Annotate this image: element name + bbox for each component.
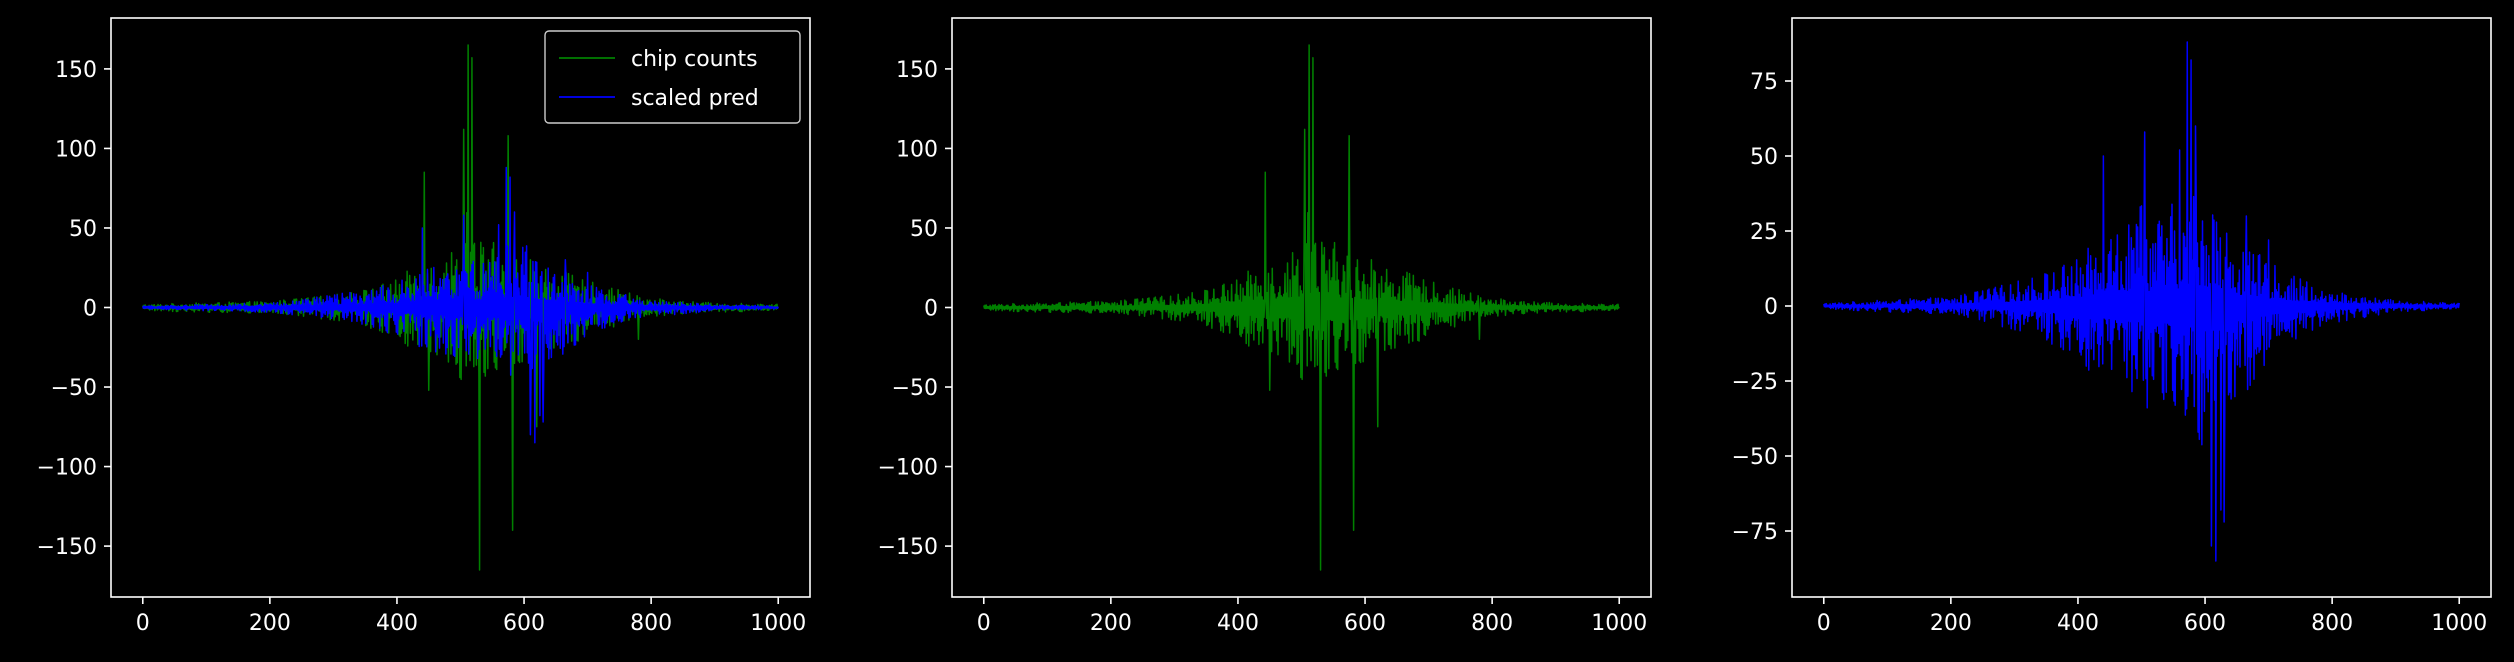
x-tick-label: 400 (2057, 611, 2099, 636)
series-line-series-1 (983, 44, 1620, 571)
x-tick-label: 200 (1930, 611, 1972, 636)
x-tick-label: 1000 (750, 611, 806, 636)
series-lines (142, 44, 779, 571)
legend: chip counts scaled pred (544, 30, 801, 124)
y-tick-label: −50 (51, 376, 97, 401)
y-tick-label: 75 (1750, 70, 1778, 95)
subplot-1: 0 200 400 600 800 1000 −150 −100 −50 0 50 100 150 chi… (37, 17, 811, 636)
x-tick-label: 600 (503, 611, 545, 636)
subplot-2: 0 200 400 600 800 1000 −150 −100 −50 0 50 100 150 (878, 17, 1652, 636)
subplot-3: 0 200 400 600 800 1000 −75 −50 −25 0 25 50 75 (1732, 17, 2492, 636)
y-tick-label: 50 (1750, 145, 1778, 170)
series-line-scaled-pred (142, 166, 779, 444)
y-tick-label: 100 (55, 137, 97, 162)
y-tick-label: −150 (878, 535, 938, 560)
y-tick-label: −50 (892, 376, 938, 401)
x-tick-label: 200 (1090, 611, 1132, 636)
x-tick-label: 200 (249, 611, 291, 636)
x-tick-label: 0 (977, 611, 991, 636)
x-tick-label: 600 (2184, 611, 2226, 636)
x-tick-label: 800 (2311, 611, 2353, 636)
x-tick-label: 400 (376, 611, 418, 636)
x-tick-label: 400 (1217, 611, 1259, 636)
y-tick-label: 50 (910, 217, 938, 242)
x-tick-label: 600 (1344, 611, 1386, 636)
x-tick-label: 1000 (1591, 611, 1647, 636)
x-tick-label: 0 (136, 611, 150, 636)
legend-label-chip-counts: chip counts (631, 47, 758, 72)
x-tick-label: 0 (1817, 611, 1831, 636)
legend-box (544, 30, 801, 124)
y-tick-label: −150 (37, 535, 97, 560)
y-tick-label: 150 (896, 58, 938, 83)
y-tick-label: −100 (37, 456, 97, 481)
x-tick-label: 1000 (2431, 611, 2487, 636)
y-tick-label: 150 (55, 58, 97, 83)
y-tick-label: −100 (878, 456, 938, 481)
series-lines (1823, 41, 2460, 562)
x-tick-label: 800 (1471, 611, 1513, 636)
y-tick-label: −50 (1732, 445, 1778, 470)
y-tick-label: 0 (924, 297, 938, 322)
y-tick-label: 50 (69, 217, 97, 242)
axes-frame (1791, 17, 2492, 598)
y-tick-label: 25 (1750, 220, 1778, 245)
series-lines (983, 44, 1620, 571)
y-tick-label: −25 (1732, 370, 1778, 395)
series-line-series-1 (1823, 41, 2460, 562)
x-tick-label: 800 (630, 611, 672, 636)
y-tick-label: 0 (1764, 295, 1778, 320)
legend-label-scaled-pred: scaled pred (631, 86, 759, 111)
y-tick-label: −75 (1732, 520, 1778, 545)
y-tick-label: 0 (83, 297, 97, 322)
y-tick-label: 100 (896, 137, 938, 162)
